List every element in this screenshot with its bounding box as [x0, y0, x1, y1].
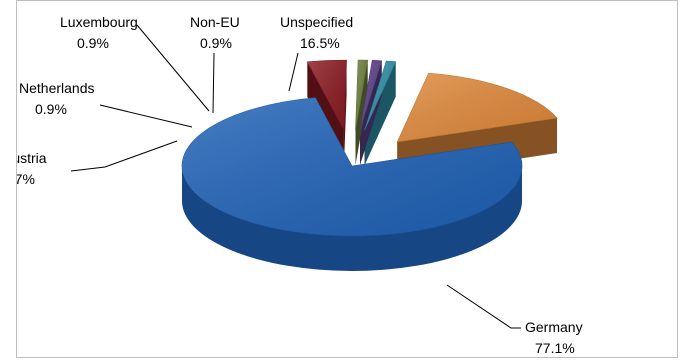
slice-side-germany: [182, 166, 522, 271]
leader-austria: [70, 140, 178, 172]
label-noneu-value: 0.9%: [200, 35, 232, 51]
label-unspecified-value: 16.5%: [300, 35, 340, 51]
label-luxembourg-name: Luxembourg: [60, 14, 138, 30]
leader-netherlands: [99, 104, 193, 128]
label-netherlands-name: Netherlands: [19, 80, 95, 96]
leader-unspecified: [288, 52, 299, 92]
label-germany-value: 77.1%: [535, 340, 575, 356]
chart-area: Luxembourg 0.9% Non-EU 0.9% Unspecified …: [16, 0, 678, 358]
slice-wall-austria-1: [343, 60, 347, 166]
slice-highlight-luxembourg: [360, 60, 382, 131]
label-luxembourg-value: 0.9%: [77, 35, 109, 51]
slice-highlight-netherlands: [355, 60, 368, 131]
leader-luxembourg: [136, 24, 210, 112]
label-noneu-name: Non-EU: [190, 14, 240, 30]
label-netherlands-value: 0.9%: [35, 101, 67, 117]
label-germany-name: Germany: [525, 319, 583, 335]
label-austria-name: Austria: [17, 150, 47, 166]
leader-lines: [70, 24, 521, 329]
slice-highlight-unspecified: [397, 73, 558, 142]
slice-wall-netherlands-1: [355, 60, 368, 166]
slice-highlight-germany: [181, 97, 522, 236]
label-unspecified-name: Unspecified: [280, 14, 353, 30]
pie-chart: Luxembourg 0.9% Non-EU 0.9% Unspecified …: [17, 14, 583, 356]
label-austria-value: 3.7%: [17, 171, 35, 187]
leader-noneu: [212, 52, 215, 114]
leader-germany: [446, 284, 521, 329]
slice-highlight-non-eu: [364, 61, 396, 131]
slice-highlight-austria: [307, 60, 347, 131]
pie-tops: [181, 59, 558, 237]
